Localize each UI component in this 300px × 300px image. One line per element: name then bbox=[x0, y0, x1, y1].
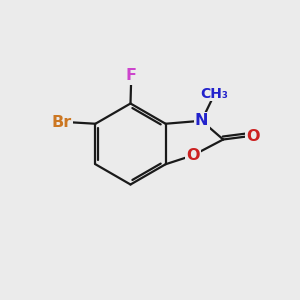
Text: F: F bbox=[126, 68, 136, 83]
Text: O: O bbox=[186, 148, 200, 163]
Text: Br: Br bbox=[51, 115, 72, 130]
Text: CH₃: CH₃ bbox=[200, 87, 228, 101]
Text: O: O bbox=[246, 129, 260, 144]
Text: N: N bbox=[195, 113, 208, 128]
